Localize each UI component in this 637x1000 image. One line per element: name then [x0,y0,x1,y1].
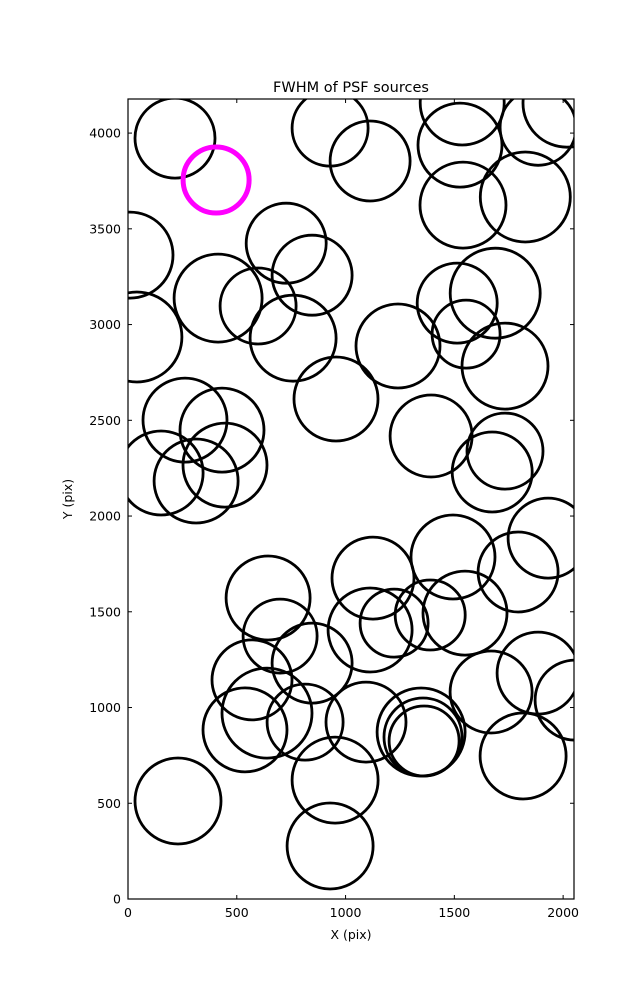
psf-source-circle [448,649,534,735]
psf-source-circle [416,101,504,189]
psf-source-circle [421,569,509,657]
tick-labels: 0 500 1000 1500 2000 0 500 1000 1500 2000 2500 3000… [89,126,579,920]
psf-source-circle [128,210,175,300]
psf-source-circle [330,535,416,621]
psf-source-circle [430,298,502,370]
psf-source-circle [478,150,572,244]
psf-source-circle [324,680,408,764]
psf-source-circle [328,119,412,203]
y-tick-label: 1000 [89,700,121,715]
psf-source-circle [178,386,266,474]
y-tick-label: 4000 [89,126,121,141]
psf-source-circle [387,704,461,778]
psf-source-circle [521,99,574,149]
psf-source-circle [450,430,534,514]
psf-source-circle [409,513,497,601]
x-tick-label: 1500 [438,905,470,920]
chart-title: FWHM of PSF sources [273,80,429,96]
psf-source-circle [244,201,328,285]
psf-source-circle [201,686,289,774]
psf-source-circle [181,421,269,509]
psf-source-circle [415,261,499,345]
y-tick-label: 0 [113,892,121,907]
psf-circles-layer [128,99,574,891]
psf-source-circle [533,658,574,742]
y-tick-label: 500 [97,796,121,811]
psf-source-circle [448,246,542,340]
y-tick-label: 2500 [89,413,121,428]
y-axis-label: Y (pix) [60,479,75,520]
psf-source-circle [265,682,345,762]
psf-source-circle [133,756,223,846]
psf-source-circle [210,638,294,722]
psf-source-circle [478,711,568,801]
axes-frame [127,98,575,900]
psf-source-circle [506,496,574,580]
y-tick-label: 3500 [89,221,121,236]
x-tick-label: 500 [225,905,249,920]
x-axis-label: X (pix) [330,927,371,942]
y-tick-label: 3000 [89,317,121,332]
psf-source-circle [358,587,430,659]
psf-source-circle [128,290,184,384]
y-tick-label: 2000 [89,509,121,524]
psf-source-circle [460,321,550,411]
psf-source-circle [128,429,205,517]
psf-source-circle [172,252,264,344]
psf-source-circle [241,597,319,675]
x-tick-label: 1000 [330,905,362,920]
psf-source-circle [292,355,380,443]
psf-source-circle [393,578,467,652]
psf-source-circle [290,735,380,825]
psf-source-circle [133,99,217,180]
psf-source-circle [418,99,506,147]
psf-source-circle [270,233,354,317]
x-tick-label: 0 [124,905,132,920]
psf-source-circle [141,376,229,464]
psf-source-circle [224,554,312,642]
psf-source-circle [418,160,508,250]
psf-source-circle [218,266,298,346]
psf-source-circle [220,666,314,760]
x-tick-label: 2000 [547,905,579,920]
psf-source-circle [285,801,375,891]
psf-source-circle-highlight [180,144,252,216]
psf-source-circle [152,437,240,525]
psf-source-circle [326,586,414,674]
psf-source-circle [354,302,442,390]
psf-source-circle [248,293,338,383]
psf-source-circle [465,411,545,491]
y-tick-label: 1500 [89,604,121,619]
psf-source-circle [498,99,574,167]
